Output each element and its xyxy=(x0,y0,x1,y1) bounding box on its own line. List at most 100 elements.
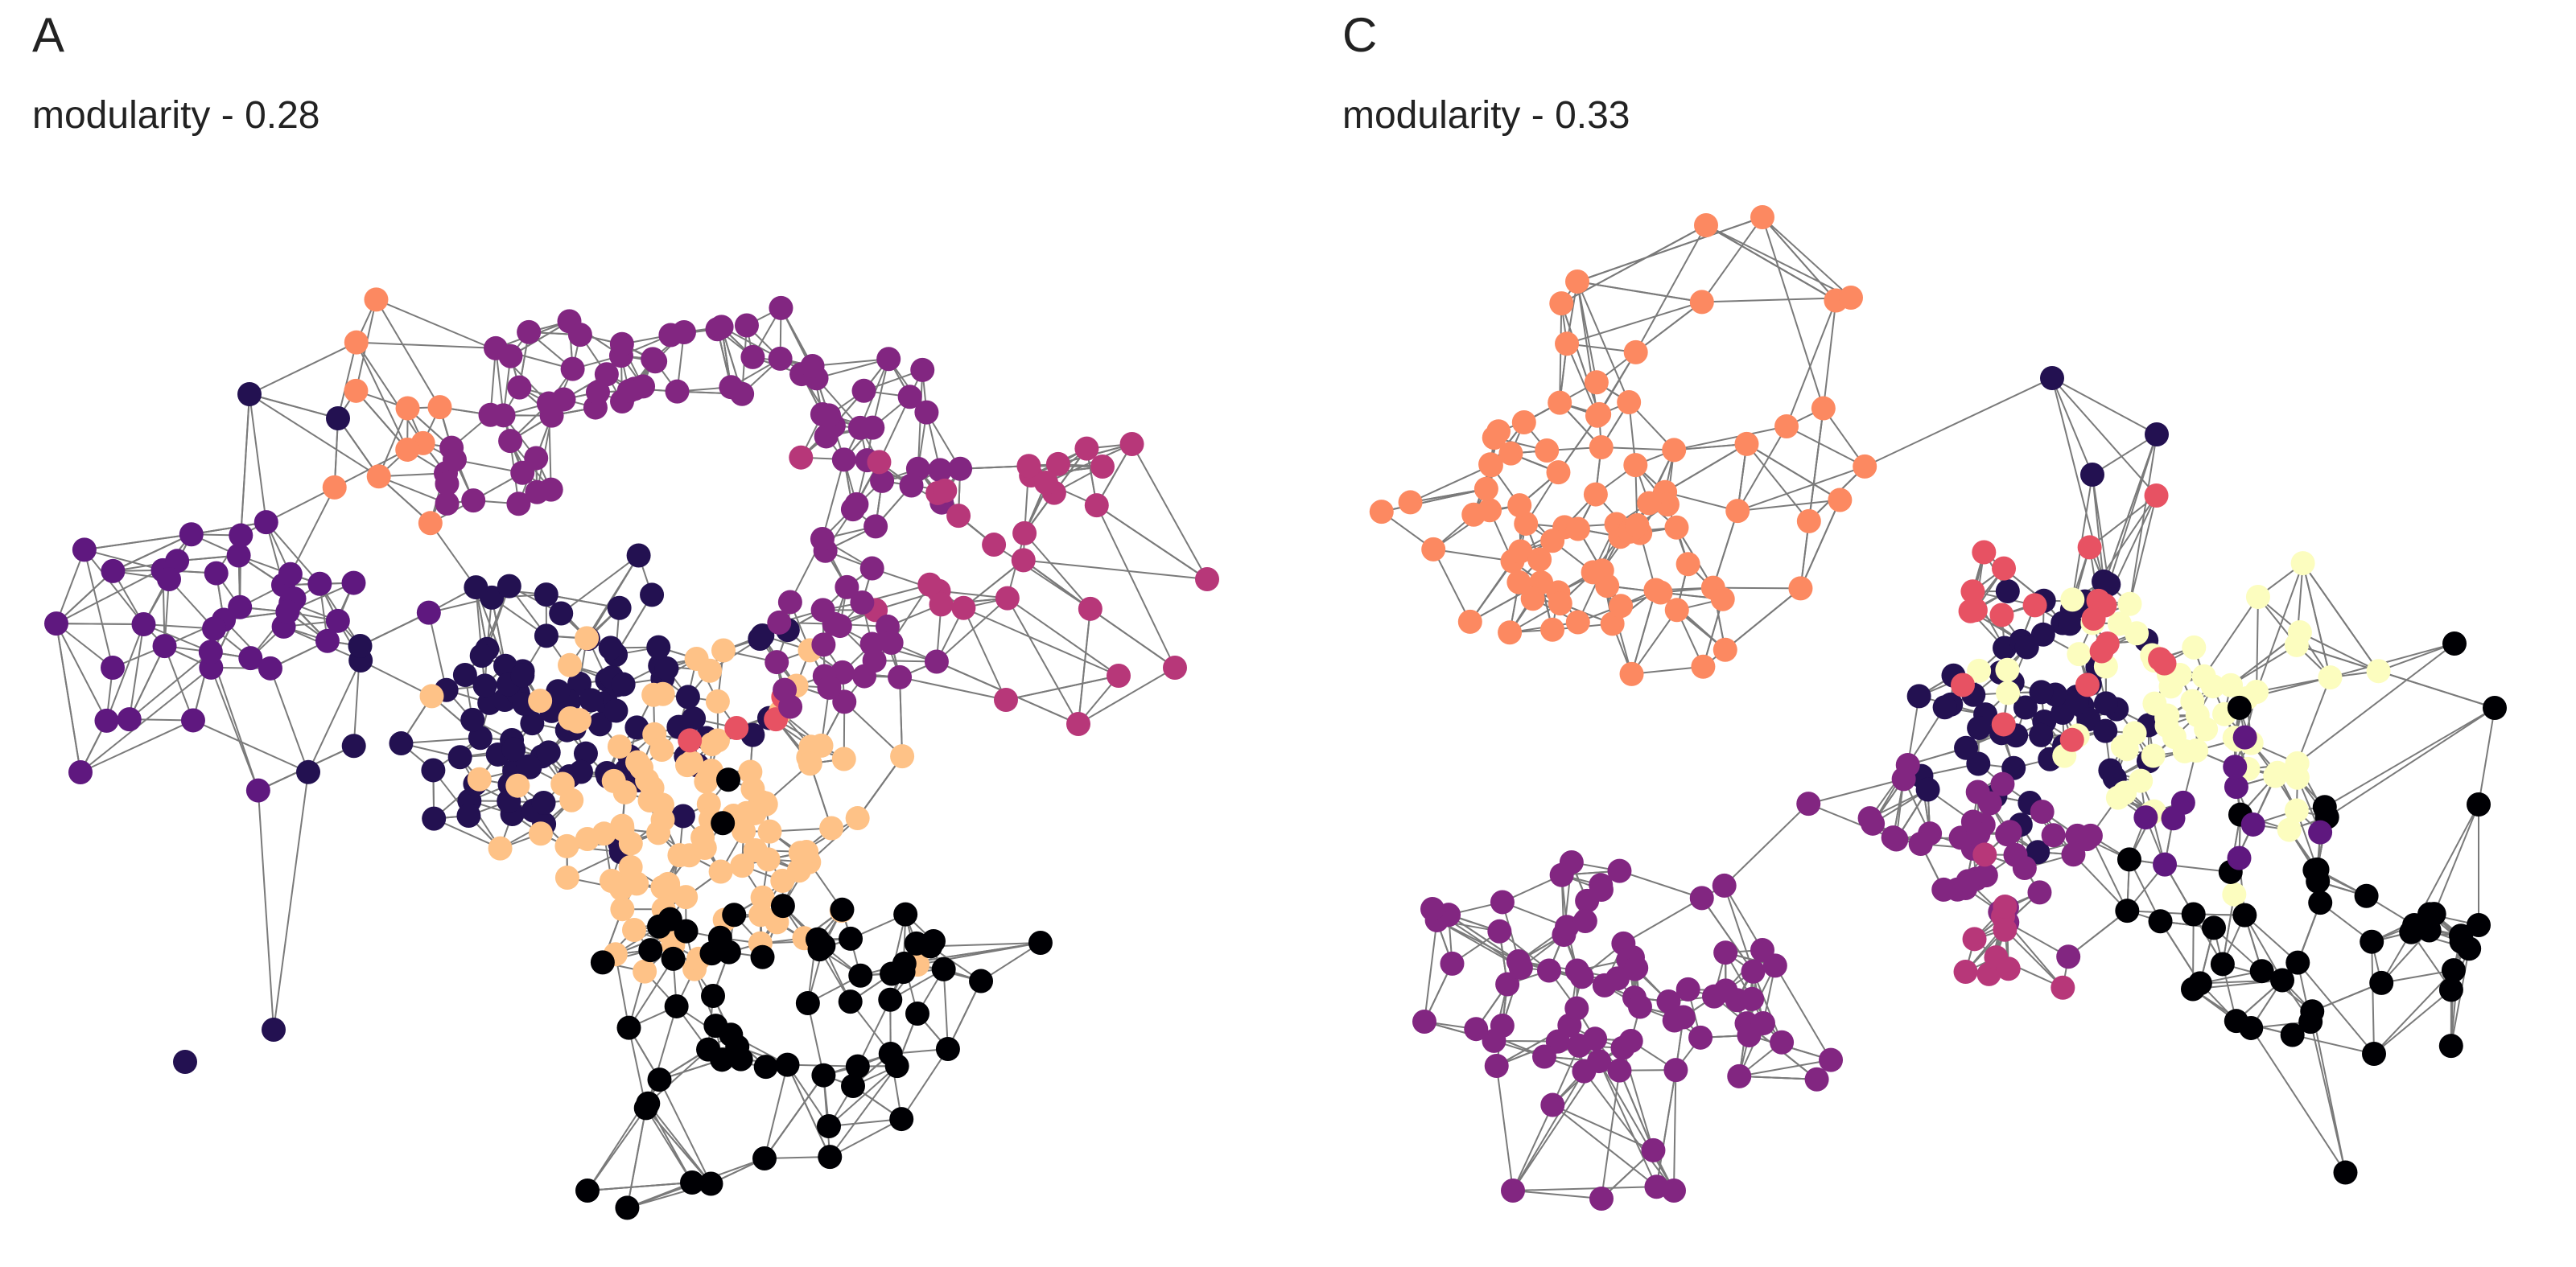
network-edge xyxy=(1673,426,1787,451)
network-edge xyxy=(1705,224,1836,302)
network-node-community-red xyxy=(2081,607,2106,631)
network-node-community-black xyxy=(889,1107,914,1132)
network-node-community-violet xyxy=(2308,820,2333,845)
network-node-community-purple xyxy=(928,458,953,483)
network-node-community-navy xyxy=(534,582,558,607)
network-edge xyxy=(1512,1071,1585,1191)
network-node-community-purple xyxy=(1487,919,1512,944)
network-edge xyxy=(1512,1190,1602,1199)
network-node-community-orange xyxy=(1581,560,1605,585)
network-node-community-purple xyxy=(1891,767,1916,792)
network-node-community-black xyxy=(661,946,686,971)
network-node-community-orange xyxy=(1619,661,1644,686)
network-node-community-purple xyxy=(811,632,836,657)
network-node-community-orange xyxy=(1691,654,1716,679)
network-edge xyxy=(375,298,441,408)
network-node-community-purple xyxy=(2012,856,2037,881)
network-node-community-black xyxy=(921,929,946,953)
network-node-community-black xyxy=(2181,902,2206,927)
network-node-community-magenta xyxy=(1119,431,1144,456)
network-node-community-purple xyxy=(888,664,913,689)
network-edge xyxy=(942,969,949,1050)
network-node-community-violet xyxy=(157,567,181,591)
network-node-community-black xyxy=(839,926,863,951)
network-node-community-navy xyxy=(1995,578,2020,603)
network-node-community-violet xyxy=(278,562,303,586)
network-edge xyxy=(1774,965,1832,1061)
network-node-community-purple xyxy=(1549,862,1574,887)
network-edge xyxy=(2004,929,2064,989)
network-edge xyxy=(587,554,640,640)
network-edge xyxy=(1577,281,1630,403)
network-node-community-navy xyxy=(2030,622,2055,647)
network-node-community-violet xyxy=(101,558,126,583)
network-node-community-black xyxy=(680,1170,704,1195)
network-node-community-purple xyxy=(1662,1008,1687,1033)
network-edge xyxy=(430,522,477,588)
network-node-community-magenta xyxy=(1953,960,1978,985)
network-node-community-cream xyxy=(2265,760,2290,785)
network-node-community-purple xyxy=(879,630,904,655)
network-node-community-purple xyxy=(924,649,949,674)
network-edge xyxy=(1664,491,1738,512)
network-node-community-purple xyxy=(2027,880,2052,905)
network-edge xyxy=(129,651,212,720)
network-node-community-black xyxy=(2224,1009,2248,1034)
network-edge xyxy=(936,597,1008,663)
network-node-community-navy xyxy=(549,601,574,626)
network-node-community-purple xyxy=(1819,1047,1844,1072)
network-node-community-peach xyxy=(488,836,513,861)
network-edge xyxy=(2090,835,2129,911)
network-node-community-orange xyxy=(1506,570,1531,594)
network-node-community-orange xyxy=(1617,389,1642,414)
network-node-community-purple xyxy=(1589,1187,1614,1211)
network-node-community-navy xyxy=(296,759,321,784)
network-node-community-navy xyxy=(568,759,593,784)
network-node-community-purple xyxy=(1624,956,1649,981)
network-node-community-black xyxy=(2441,958,2466,983)
network-node-community-red xyxy=(1972,540,1997,565)
network-node-community-peach xyxy=(756,847,781,872)
network-edge xyxy=(2051,377,2093,475)
network-edge xyxy=(2371,941,2375,1055)
network-node-community-purple xyxy=(832,689,857,714)
network-node-community-navy xyxy=(611,672,636,697)
network-node-community-purple xyxy=(1583,1026,1608,1051)
network-node-community-red xyxy=(1951,673,1976,697)
network-node-community-red xyxy=(2152,651,2177,676)
network-edge xyxy=(401,737,480,745)
network-edge xyxy=(249,393,380,478)
network-node-community-violet xyxy=(2153,852,2178,877)
network-node-community-navy xyxy=(497,574,521,599)
network-node-community-magenta xyxy=(1090,455,1115,479)
network-node-community-peach xyxy=(419,684,444,709)
network-node-community-orange xyxy=(1694,213,1718,237)
network-node-community-orange xyxy=(1548,591,1572,616)
network-node-community-magenta xyxy=(1011,548,1036,573)
network-node-community-orange xyxy=(1457,609,1482,634)
network-node-community-purple xyxy=(719,375,744,400)
network-node-community-peach xyxy=(575,626,600,651)
network-node-community-navy xyxy=(2014,635,2039,660)
panel-letter: C xyxy=(1342,8,1378,62)
network-node-community-black xyxy=(2442,631,2467,656)
network-node-community-purple xyxy=(910,357,935,382)
network-node-community-purple xyxy=(665,379,690,404)
network-edge xyxy=(360,611,430,647)
network-edge xyxy=(828,1065,898,1127)
panel-letter: A xyxy=(32,8,65,62)
network-node-community-purple xyxy=(2061,842,2086,867)
network-node-community-orange xyxy=(1565,269,1589,294)
network-node-community-navy xyxy=(2080,463,2104,487)
network-node-community-purple xyxy=(1536,958,1561,983)
network-edge xyxy=(1673,1070,1677,1191)
network-node-community-cream xyxy=(2067,642,2092,667)
network-edge xyxy=(901,1048,949,1120)
network-node-community-red xyxy=(2075,673,2100,697)
network-node-community-navy xyxy=(536,740,561,765)
network-node-community-black xyxy=(728,1047,753,1072)
network-edge xyxy=(856,755,903,819)
network-node-community-red xyxy=(1960,579,1985,604)
network-node-community-purple xyxy=(1740,986,1765,1011)
network-edge xyxy=(1566,343,1598,417)
